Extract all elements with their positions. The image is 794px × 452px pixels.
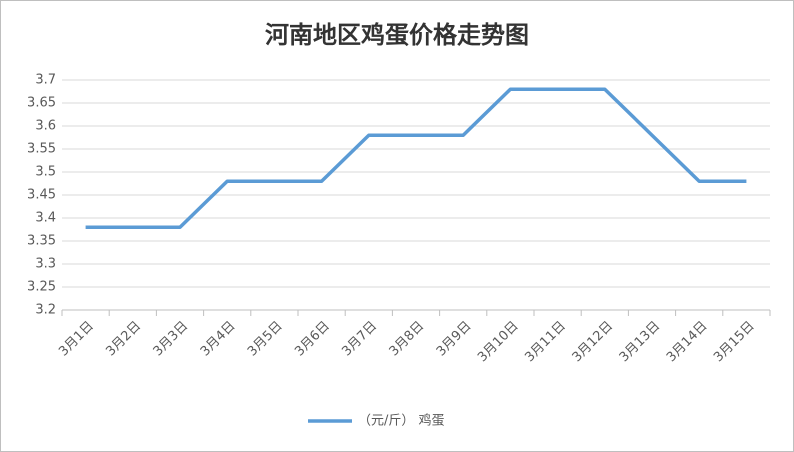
chart-title: 河南地区鸡蛋价格走势图 [265, 21, 529, 49]
y-tick-label: 3.2 [35, 303, 56, 318]
y-tick-label: 3.35 [27, 234, 56, 249]
y-tick-label: 3.5 [35, 165, 56, 180]
y-tick-label: 3.4 [35, 211, 56, 226]
y-tick-label: 3.55 [27, 142, 56, 157]
legend-label: （元/斤） 鸡蛋 [358, 413, 445, 429]
y-tick-label: 3.7 [35, 73, 56, 88]
line [85, 87, 747, 229]
y-tick-label: 3.6 [35, 119, 56, 134]
y-tick-label: 3.45 [27, 188, 56, 203]
y-tick-label: 3.3 [35, 257, 56, 272]
y-tick-label: 3.65 [27, 96, 56, 111]
y-tick-label: 3.25 [27, 280, 56, 295]
